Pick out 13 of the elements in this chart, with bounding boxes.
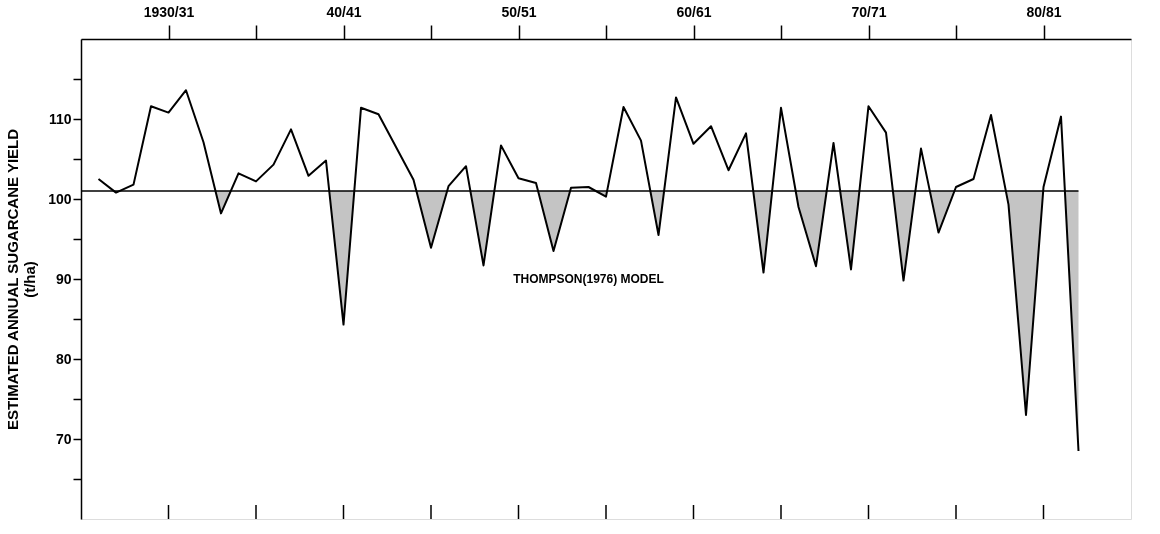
x-tick-label: 50/51 [501, 3, 537, 20]
y-tick-label: 70 [55, 430, 72, 447]
ref-line-label: THOMPSON(1976) MODEL [513, 272, 664, 286]
x-tick-label: 70/71 [851, 3, 887, 20]
x-tick-label: 1930/31 [143, 3, 195, 20]
y-tick-label: 100 [48, 190, 72, 207]
x-tick-label: 40/41 [326, 3, 362, 20]
y-axis-title: ESTIMATED ANNUAL SUGARCANE YIELD (t/ha) [4, 128, 39, 431]
y-tick-label: 90 [55, 270, 72, 287]
x-tick-label: 60/61 [676, 3, 712, 20]
y-tick-label: 110 [48, 110, 72, 127]
y-tick-label: 80 [55, 350, 72, 367]
x-tick-label: 80/81 [1026, 3, 1062, 20]
